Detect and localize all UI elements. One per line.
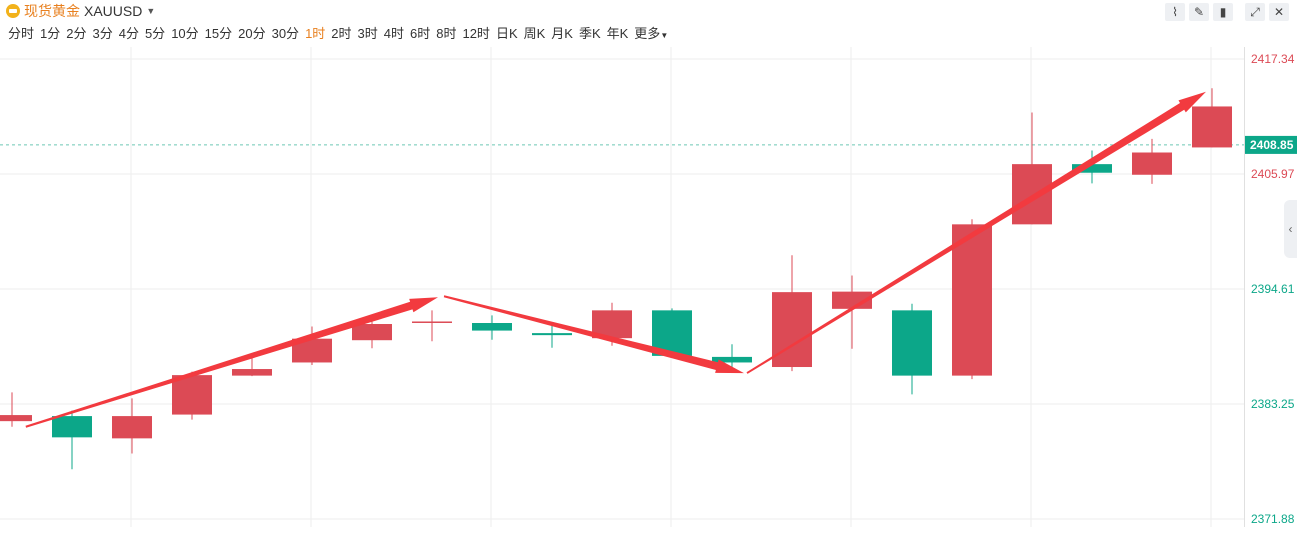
candle[interactable]: [772, 255, 812, 372]
close-button[interactable]: ✕: [1269, 3, 1289, 21]
candle[interactable]: [172, 371, 212, 420]
period-tabs: 分时 1分 2分 3分 4分 5分 10分 15分 20分 30分 1时 2时 3时 4时 6时 8时 12时日…: [6, 24, 672, 44]
period-tab-0[interactable]: 分时: [8, 26, 35, 41]
line-chart-button[interactable]: ⌇: [1165, 3, 1185, 21]
period-tab-6[interactable]: 10分: [171, 26, 199, 41]
candle[interactable]: [892, 303, 932, 395]
symbol-selector[interactable]: 现货黄金 XAUUSD ▼: [6, 2, 155, 20]
period-tab-5[interactable]: 5分: [144, 26, 166, 41]
candle-body: [112, 416, 152, 439]
candle-body: [712, 356, 752, 363]
period-tab-7[interactable]: 15分: [204, 26, 233, 41]
symbol-code: XAUUSD: [84, 3, 143, 19]
candle-body: [0, 415, 32, 422]
period-tab-2[interactable]: 2分: [66, 26, 87, 41]
close-icon: ✕: [1273, 5, 1285, 19]
period-tab-18[interactable]: 周K: [523, 26, 546, 41]
candle-body: [52, 416, 92, 438]
candle-body: [232, 369, 272, 376]
period-tab-9[interactable]: 30分: [271, 26, 300, 41]
period-tab-13[interactable]: 4时: [383, 26, 404, 41]
chart-header: 现货黄金 XAUUSD ▼ ⌇ ✎ ▮ ⤢ ✕: [0, 0, 1297, 22]
period-tab-14[interactable]: 6时: [410, 26, 431, 41]
current-price-badge: [1245, 135, 1297, 154]
y-tick-label: 2405.97: [1251, 167, 1295, 181]
candle-body: [472, 322, 512, 331]
candle[interactable]: [532, 325, 572, 348]
candle[interactable]: [1192, 88, 1232, 148]
candle[interactable]: [292, 326, 332, 365]
candle-body: [532, 333, 572, 336]
period-tab-11[interactable]: 2时: [331, 26, 352, 41]
period-tab-16[interactable]: 12时: [462, 26, 490, 41]
candle[interactable]: [112, 398, 152, 454]
candle[interactable]: [472, 315, 512, 340]
line-chart-icon: ⌇: [1172, 5, 1178, 19]
gold-icon: [6, 4, 20, 18]
period-tab-8[interactable]: 20分: [238, 26, 266, 41]
toolbar: ⌇ ✎ ▮ ⤢ ✕: [1165, 3, 1289, 21]
period-tab-3[interactable]: 3分: [92, 26, 113, 41]
side-panel-toggle[interactable]: ‹: [1284, 200, 1297, 258]
trend-arrow-2: [443, 295, 744, 374]
pencil-button[interactable]: ✎: [1189, 3, 1209, 21]
candle[interactable]: [1072, 150, 1112, 184]
candle-body: [412, 321, 452, 323]
candle-body: [172, 375, 212, 415]
candle[interactable]: [712, 344, 752, 372]
candle-body: [292, 338, 332, 363]
caret-down-icon: ▼: [146, 6, 156, 16]
candle[interactable]: [1132, 138, 1172, 184]
candle[interactable]: [0, 392, 32, 427]
candle[interactable]: [412, 310, 452, 342]
y-tick-label: 2394.61: [1251, 282, 1295, 296]
period-tab-17[interactable]: 日K: [495, 26, 518, 41]
trend-arrow-3: [746, 91, 1206, 374]
candle[interactable]: [52, 410, 92, 470]
candlestick-button[interactable]: ▮: [1213, 3, 1233, 21]
caret-down-icon: ▼: [660, 31, 669, 40]
period-tab-4[interactable]: 4分: [118, 26, 139, 41]
symbol-name: 现货黄金: [24, 3, 80, 19]
period-tab-21[interactable]: 年K: [606, 26, 629, 41]
fullscreen-icon: ⤢: [1250, 5, 1260, 19]
candle-body: [1192, 106, 1232, 148]
candle-body: [1132, 152, 1172, 175]
candle-body: [1072, 164, 1112, 173]
current-price-label: 2408.85: [1250, 138, 1294, 152]
period-tab-22[interactable]: 更多▼: [634, 26, 669, 41]
fullscreen-button[interactable]: ⤢: [1245, 3, 1265, 21]
chevron-left-icon: ‹: [1288, 222, 1293, 236]
y-tick-label: 2371.88: [1251, 512, 1295, 526]
candle-body: [892, 310, 932, 376]
period-tab-12[interactable]: 3时: [357, 26, 378, 41]
period-tab-19[interactable]: 月K: [551, 26, 573, 41]
y-tick-label: 2383.25: [1251, 397, 1295, 411]
period-tab-1[interactable]: 1分: [40, 26, 61, 41]
period-tab-15[interactable]: 8时: [436, 26, 457, 41]
candle-body: [772, 292, 812, 368]
trend-arrow-1: [25, 297, 438, 428]
candle-body: [952, 224, 992, 376]
period-tab-10[interactable]: 1时: [305, 26, 326, 41]
period-tab-20[interactable]: 季K: [578, 26, 601, 41]
pencil-icon: ✎: [1193, 5, 1205, 19]
candle-body: [352, 324, 392, 341]
candle[interactable]: [832, 275, 872, 349]
candle[interactable]: [232, 355, 272, 377]
candlestick-icon: ▮: [1219, 5, 1227, 19]
candle[interactable]: [952, 219, 992, 380]
candle[interactable]: [1012, 112, 1052, 225]
y-tick-label: 2417.34: [1251, 52, 1295, 66]
candle-body: [1012, 164, 1052, 225]
